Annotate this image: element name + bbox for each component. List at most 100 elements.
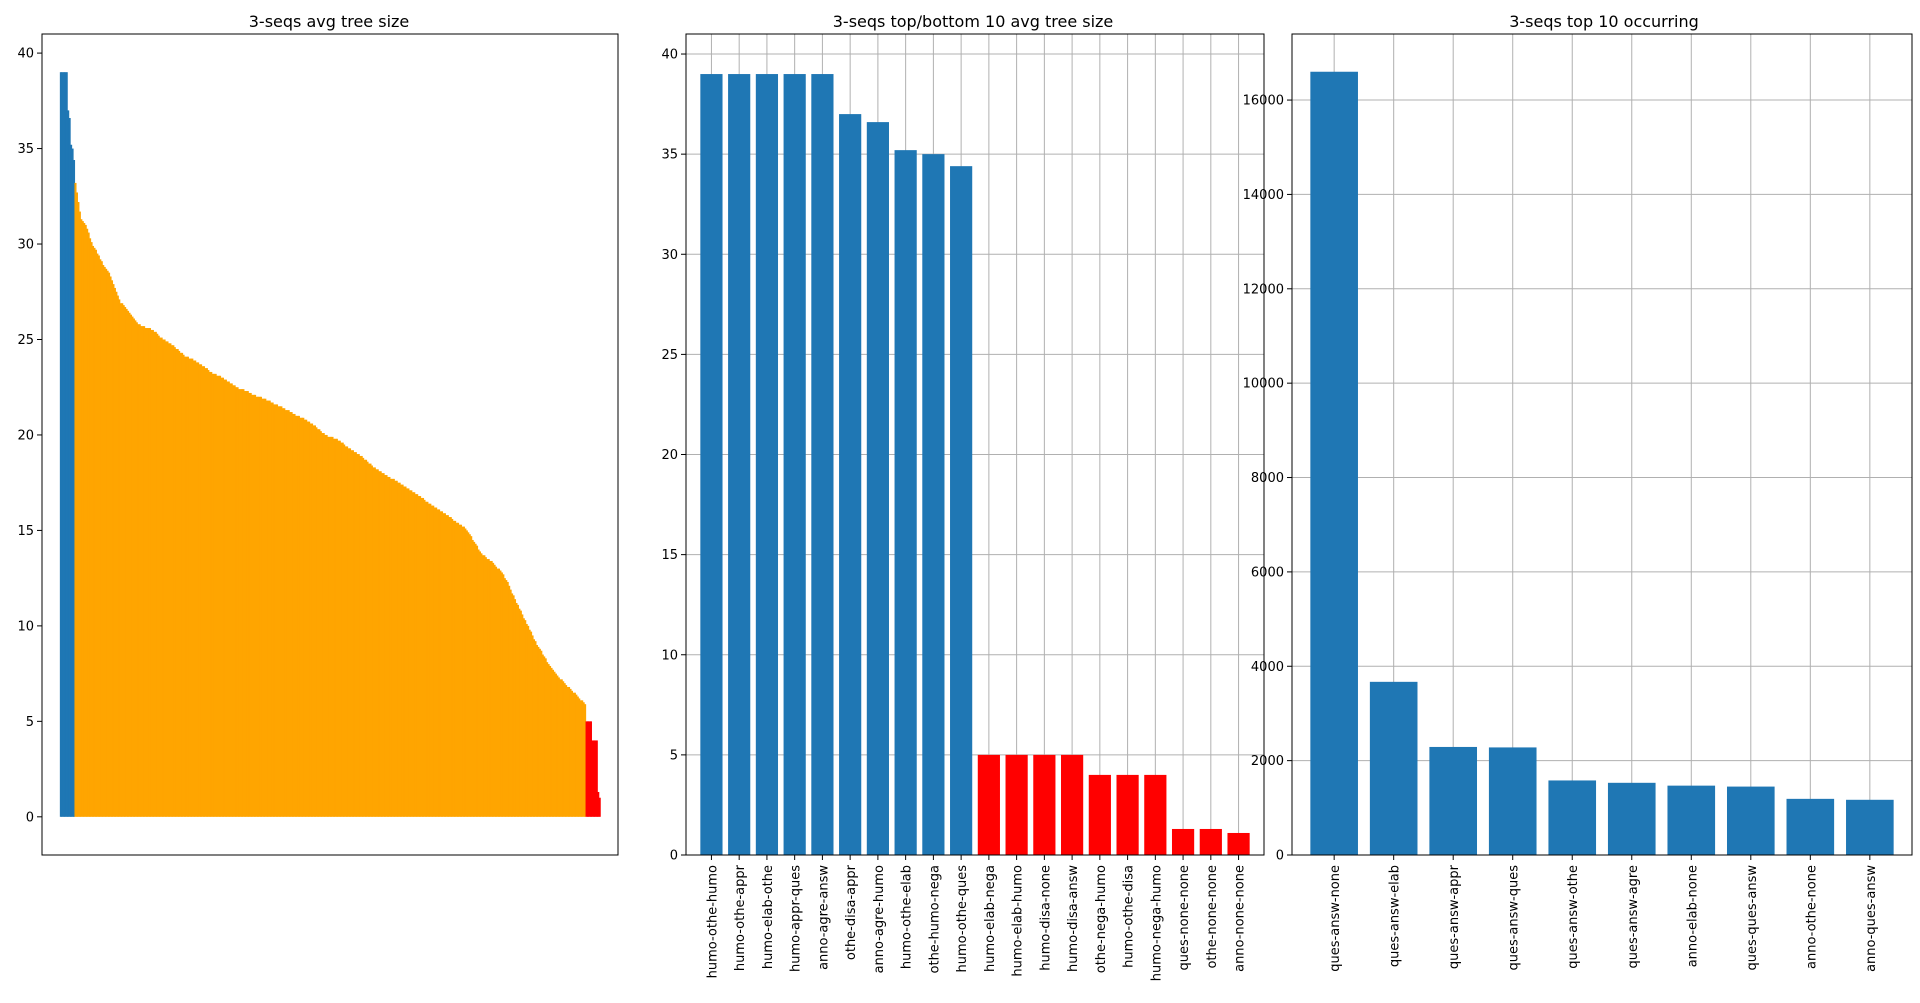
- bar: [557, 677, 560, 817]
- bar: [505, 580, 508, 817]
- bar: [468, 534, 471, 817]
- bar: [582, 702, 585, 817]
- bar: [274, 404, 277, 817]
- bar: [403, 486, 406, 817]
- bar: [502, 574, 505, 817]
- bars: [59, 72, 601, 817]
- bar: [589, 721, 592, 817]
- bar: [167, 343, 170, 817]
- y-tick-label: 12000: [1243, 282, 1284, 297]
- bar: [338, 440, 341, 817]
- x-tick-label: humo-othe-appr: [733, 864, 748, 971]
- bar: [370, 465, 373, 817]
- y-tick-label: 40: [17, 47, 34, 62]
- bar: [230, 383, 233, 817]
- bar: [251, 394, 254, 817]
- bar: [518, 608, 521, 817]
- bar: [448, 517, 451, 817]
- bar: [65, 72, 68, 817]
- bar: [89, 238, 92, 817]
- bar: [308, 421, 311, 817]
- bar: [373, 467, 376, 817]
- bar: [384, 475, 387, 817]
- y-tick-label: 5: [26, 715, 34, 730]
- bar: [248, 392, 251, 817]
- bar: [411, 492, 414, 817]
- bar: [446, 515, 449, 817]
- bar: [259, 396, 262, 817]
- bar: [147, 328, 150, 817]
- bar: [348, 448, 352, 817]
- bar: [75, 192, 78, 817]
- bar: [315, 427, 318, 817]
- bar: [118, 299, 121, 817]
- bar: [369, 463, 372, 817]
- bar: [182, 354, 185, 817]
- bar: [70, 144, 73, 817]
- bar: [375, 469, 378, 817]
- bar: [59, 72, 62, 817]
- bar: [424, 501, 427, 817]
- x-tick-label: ques-ques-answ: [1745, 865, 1760, 971]
- bar: [213, 373, 216, 817]
- bar: [570, 690, 573, 817]
- bar: [554, 673, 557, 817]
- bar: [445, 515, 448, 817]
- y-tick-label: 4000: [1251, 660, 1284, 675]
- bar: [287, 410, 290, 817]
- bar: [178, 350, 181, 817]
- y-axis-ticks: 0 5 10 15 20 25 30 35 40: [661, 48, 686, 864]
- bar: [1144, 774, 1167, 855]
- y-axis-ticks: 0 2000 4000 6000 8000 10000 12000 14000 16000: [1243, 94, 1292, 864]
- bar: [700, 74, 723, 856]
- bar: [401, 484, 404, 817]
- bar: [200, 364, 203, 817]
- x-axis-ticks: humo-othe-humo humo-othe-appr humo-elab-ot…: [705, 855, 1248, 981]
- bar: [332, 438, 335, 817]
- axes-frame: [1291, 33, 1913, 856]
- bar: [519, 610, 522, 817]
- bar: [102, 265, 105, 817]
- bar: [96, 253, 99, 817]
- bar: [419, 496, 422, 817]
- bar: [265, 400, 268, 817]
- bar: [414, 494, 417, 817]
- bar: [531, 635, 534, 817]
- bar: [62, 72, 65, 817]
- bar: [214, 373, 217, 817]
- bar: [497, 568, 500, 817]
- bar: [487, 559, 490, 817]
- bar: [1061, 754, 1084, 855]
- bar: [439, 511, 442, 817]
- bar: [124, 307, 127, 817]
- bar: [205, 368, 208, 817]
- bar: [462, 526, 465, 817]
- x-tick-label: humo-elab-humo: [1011, 865, 1026, 977]
- bar: [72, 160, 76, 817]
- bar: [286, 410, 289, 817]
- chart-avg-tree-size: 3-seqs avg tree size 0 5 10 15 20 25 30 35 40: [17, 12, 619, 856]
- bar: [598, 797, 601, 817]
- x-tick-label: humo-elab-nega: [983, 865, 998, 972]
- bar: [551, 669, 555, 817]
- bar: [408, 490, 411, 817]
- bar: [208, 371, 211, 817]
- bar: [398, 482, 401, 817]
- bar: [977, 754, 1000, 855]
- bar: [86, 228, 89, 817]
- bar: [585, 721, 588, 817]
- bar: [87, 232, 90, 817]
- bar: [464, 528, 467, 817]
- bar: [67, 110, 70, 817]
- bar: [268, 400, 271, 817]
- bar: [160, 337, 163, 817]
- bar: [113, 287, 116, 817]
- bar: [378, 471, 381, 817]
- bar: [119, 303, 122, 817]
- bar: [294, 415, 298, 817]
- bar: [334, 438, 337, 817]
- bar: [71, 148, 74, 817]
- bar: [866, 122, 889, 856]
- bar: [164, 341, 168, 817]
- x-tick-label: humo-othe-ques: [955, 865, 970, 973]
